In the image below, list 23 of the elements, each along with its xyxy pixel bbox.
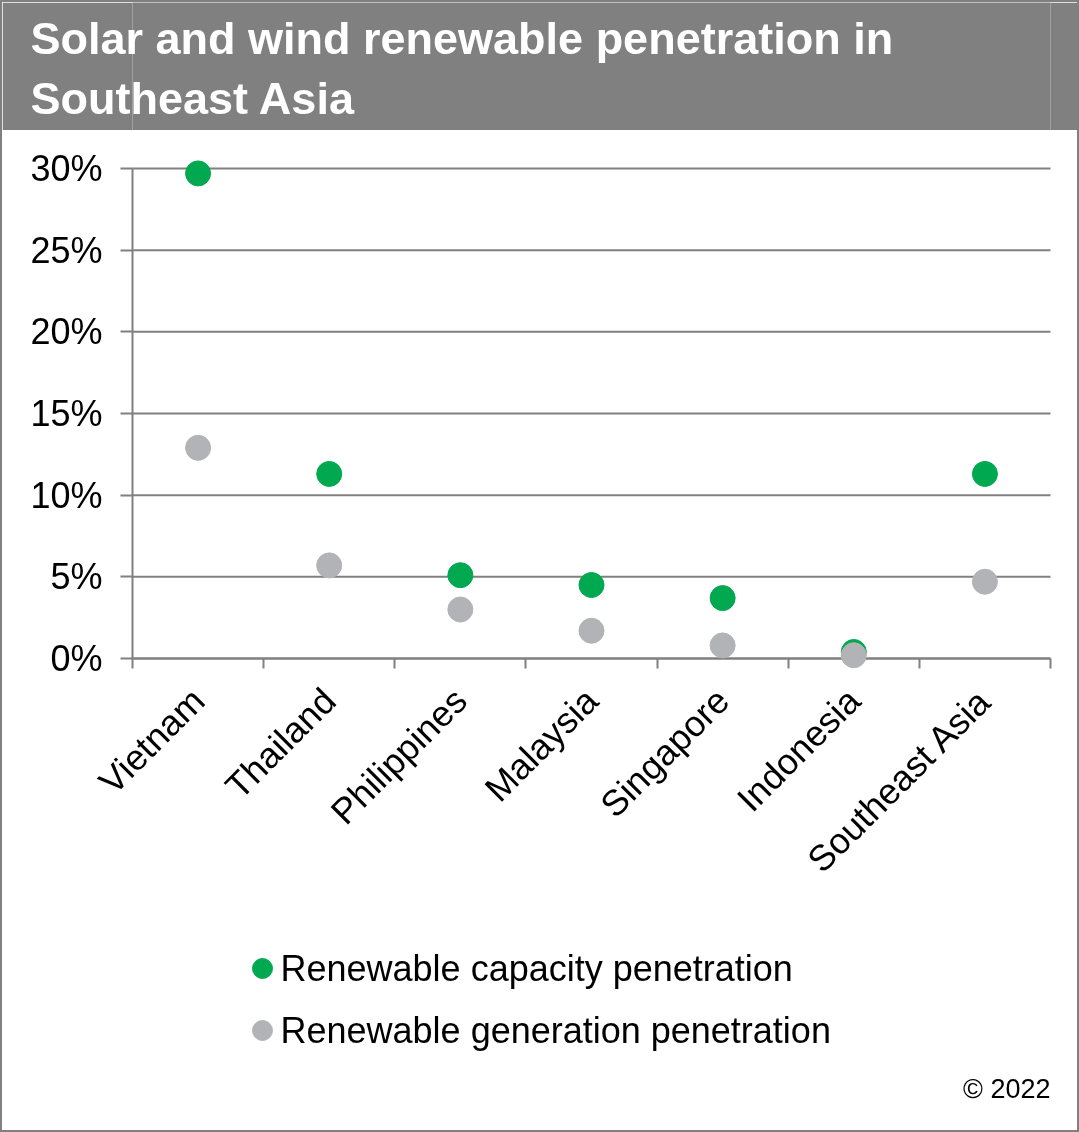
y-tick-label: 10% — [30, 474, 103, 516]
point — [447, 596, 474, 623]
y-tick-label: 20% — [30, 311, 103, 353]
point — [709, 585, 736, 612]
y-tick-label: 15% — [30, 393, 103, 434]
y-tick-label: 30% — [30, 148, 103, 189]
point — [447, 562, 474, 589]
point — [578, 572, 605, 598]
point — [971, 460, 998, 487]
point — [185, 434, 212, 461]
point — [316, 460, 343, 487]
legend-label: Renewable generation penetration — [280, 1010, 831, 1051]
point — [971, 568, 998, 595]
chart-title: Solar and wind renewable penetration in Southeast Asia — [30, 12, 894, 125]
point — [185, 160, 212, 187]
y-tick-label: 5% — [50, 556, 103, 598]
point — [709, 632, 736, 659]
y-tick-label: 0% — [50, 638, 103, 679]
text: © 2022 — [963, 1073, 1051, 1104]
legend-label: Renewable capacity penetration — [280, 948, 793, 989]
y-tick-label: 25% — [30, 229, 103, 271]
point — [578, 617, 605, 644]
point — [316, 552, 343, 579]
